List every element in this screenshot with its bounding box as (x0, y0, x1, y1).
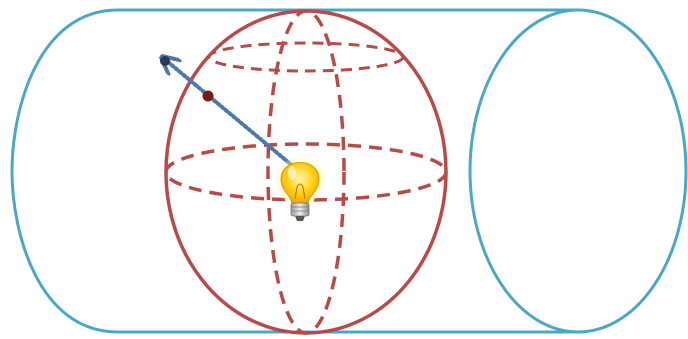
light-bulb-icon (276, 157, 324, 221)
cylinder-intersection-point (160, 56, 170, 66)
sphere-intersection-point (202, 90, 214, 102)
sphere-upper-latitude (207, 41, 405, 73)
ray-line (168, 62, 302, 174)
cylinder-left-cap (10, 8, 119, 334)
cylinder (10, 8, 688, 334)
ray (168, 62, 302, 174)
sphere-meridian (266, 9, 346, 335)
cylinder-right-cap (468, 8, 688, 334)
